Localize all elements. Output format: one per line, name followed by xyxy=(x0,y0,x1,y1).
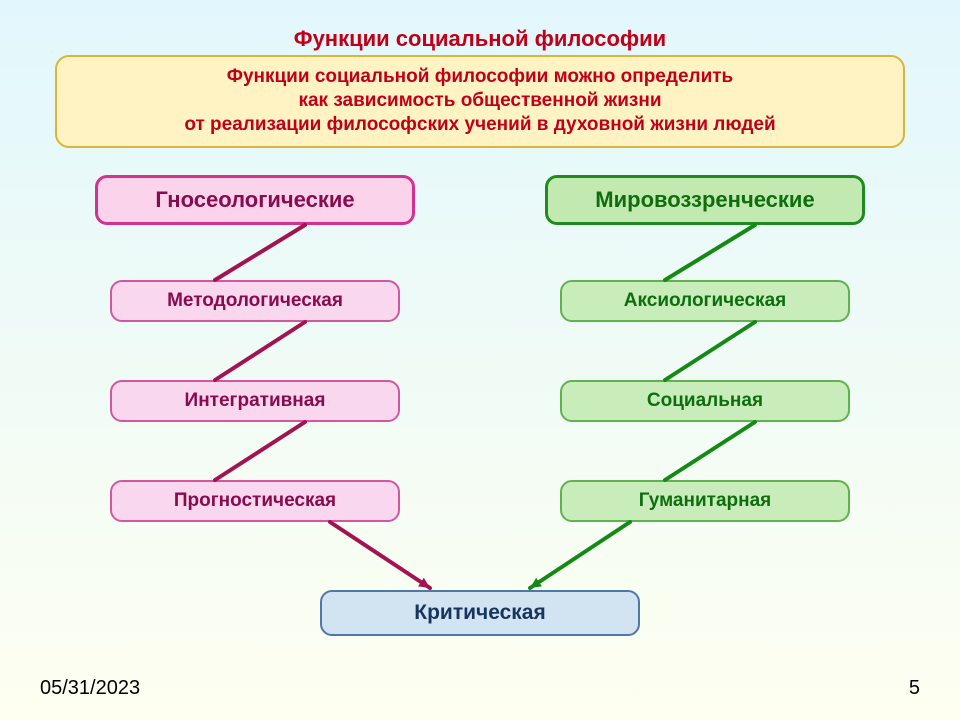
right-column-head: Мировоззренческие xyxy=(545,175,865,225)
right-item-2-label: Социальная xyxy=(647,390,763,412)
right-item-2: Социальная xyxy=(560,380,850,422)
right-item-3-label: Гуманитарная xyxy=(639,490,772,512)
slide-title: Функции социальной философии xyxy=(0,26,960,52)
definition-line-3: от реализации философских учений в духов… xyxy=(67,113,893,137)
left-item-3: Прогностическая xyxy=(110,480,400,522)
bottom-node: Критическая xyxy=(320,590,640,636)
footer-date: 05/31/2023 xyxy=(40,677,140,700)
definition-line-2: как зависимость общественной жизни xyxy=(67,89,893,113)
bottom-node-label: Критическая xyxy=(414,601,545,625)
left-item-1: Методологическая xyxy=(110,280,400,322)
right-column-head-label: Мировоззренческие xyxy=(595,187,814,213)
left-item-2: Интегративная xyxy=(110,380,400,422)
right-item-3: Гуманитарная xyxy=(560,480,850,522)
slide: Функции социальной философии Функции соц… xyxy=(0,0,960,720)
right-item-1: Аксиологическая xyxy=(560,280,850,322)
left-column-head: Гносеологические xyxy=(95,175,415,225)
left-item-3-label: Прогностическая xyxy=(174,490,336,512)
left-item-2-label: Интегративная xyxy=(185,390,326,412)
left-column-head-label: Гносеологические xyxy=(155,187,354,213)
right-item-1-label: Аксиологическая xyxy=(624,290,786,312)
footer-page-number: 5 xyxy=(909,677,920,700)
definition-box: Функции социальной философии можно опред… xyxy=(55,55,905,148)
left-item-1-label: Методологическая xyxy=(167,290,343,312)
definition-line-1: Функции социальной философии можно опред… xyxy=(67,65,893,89)
